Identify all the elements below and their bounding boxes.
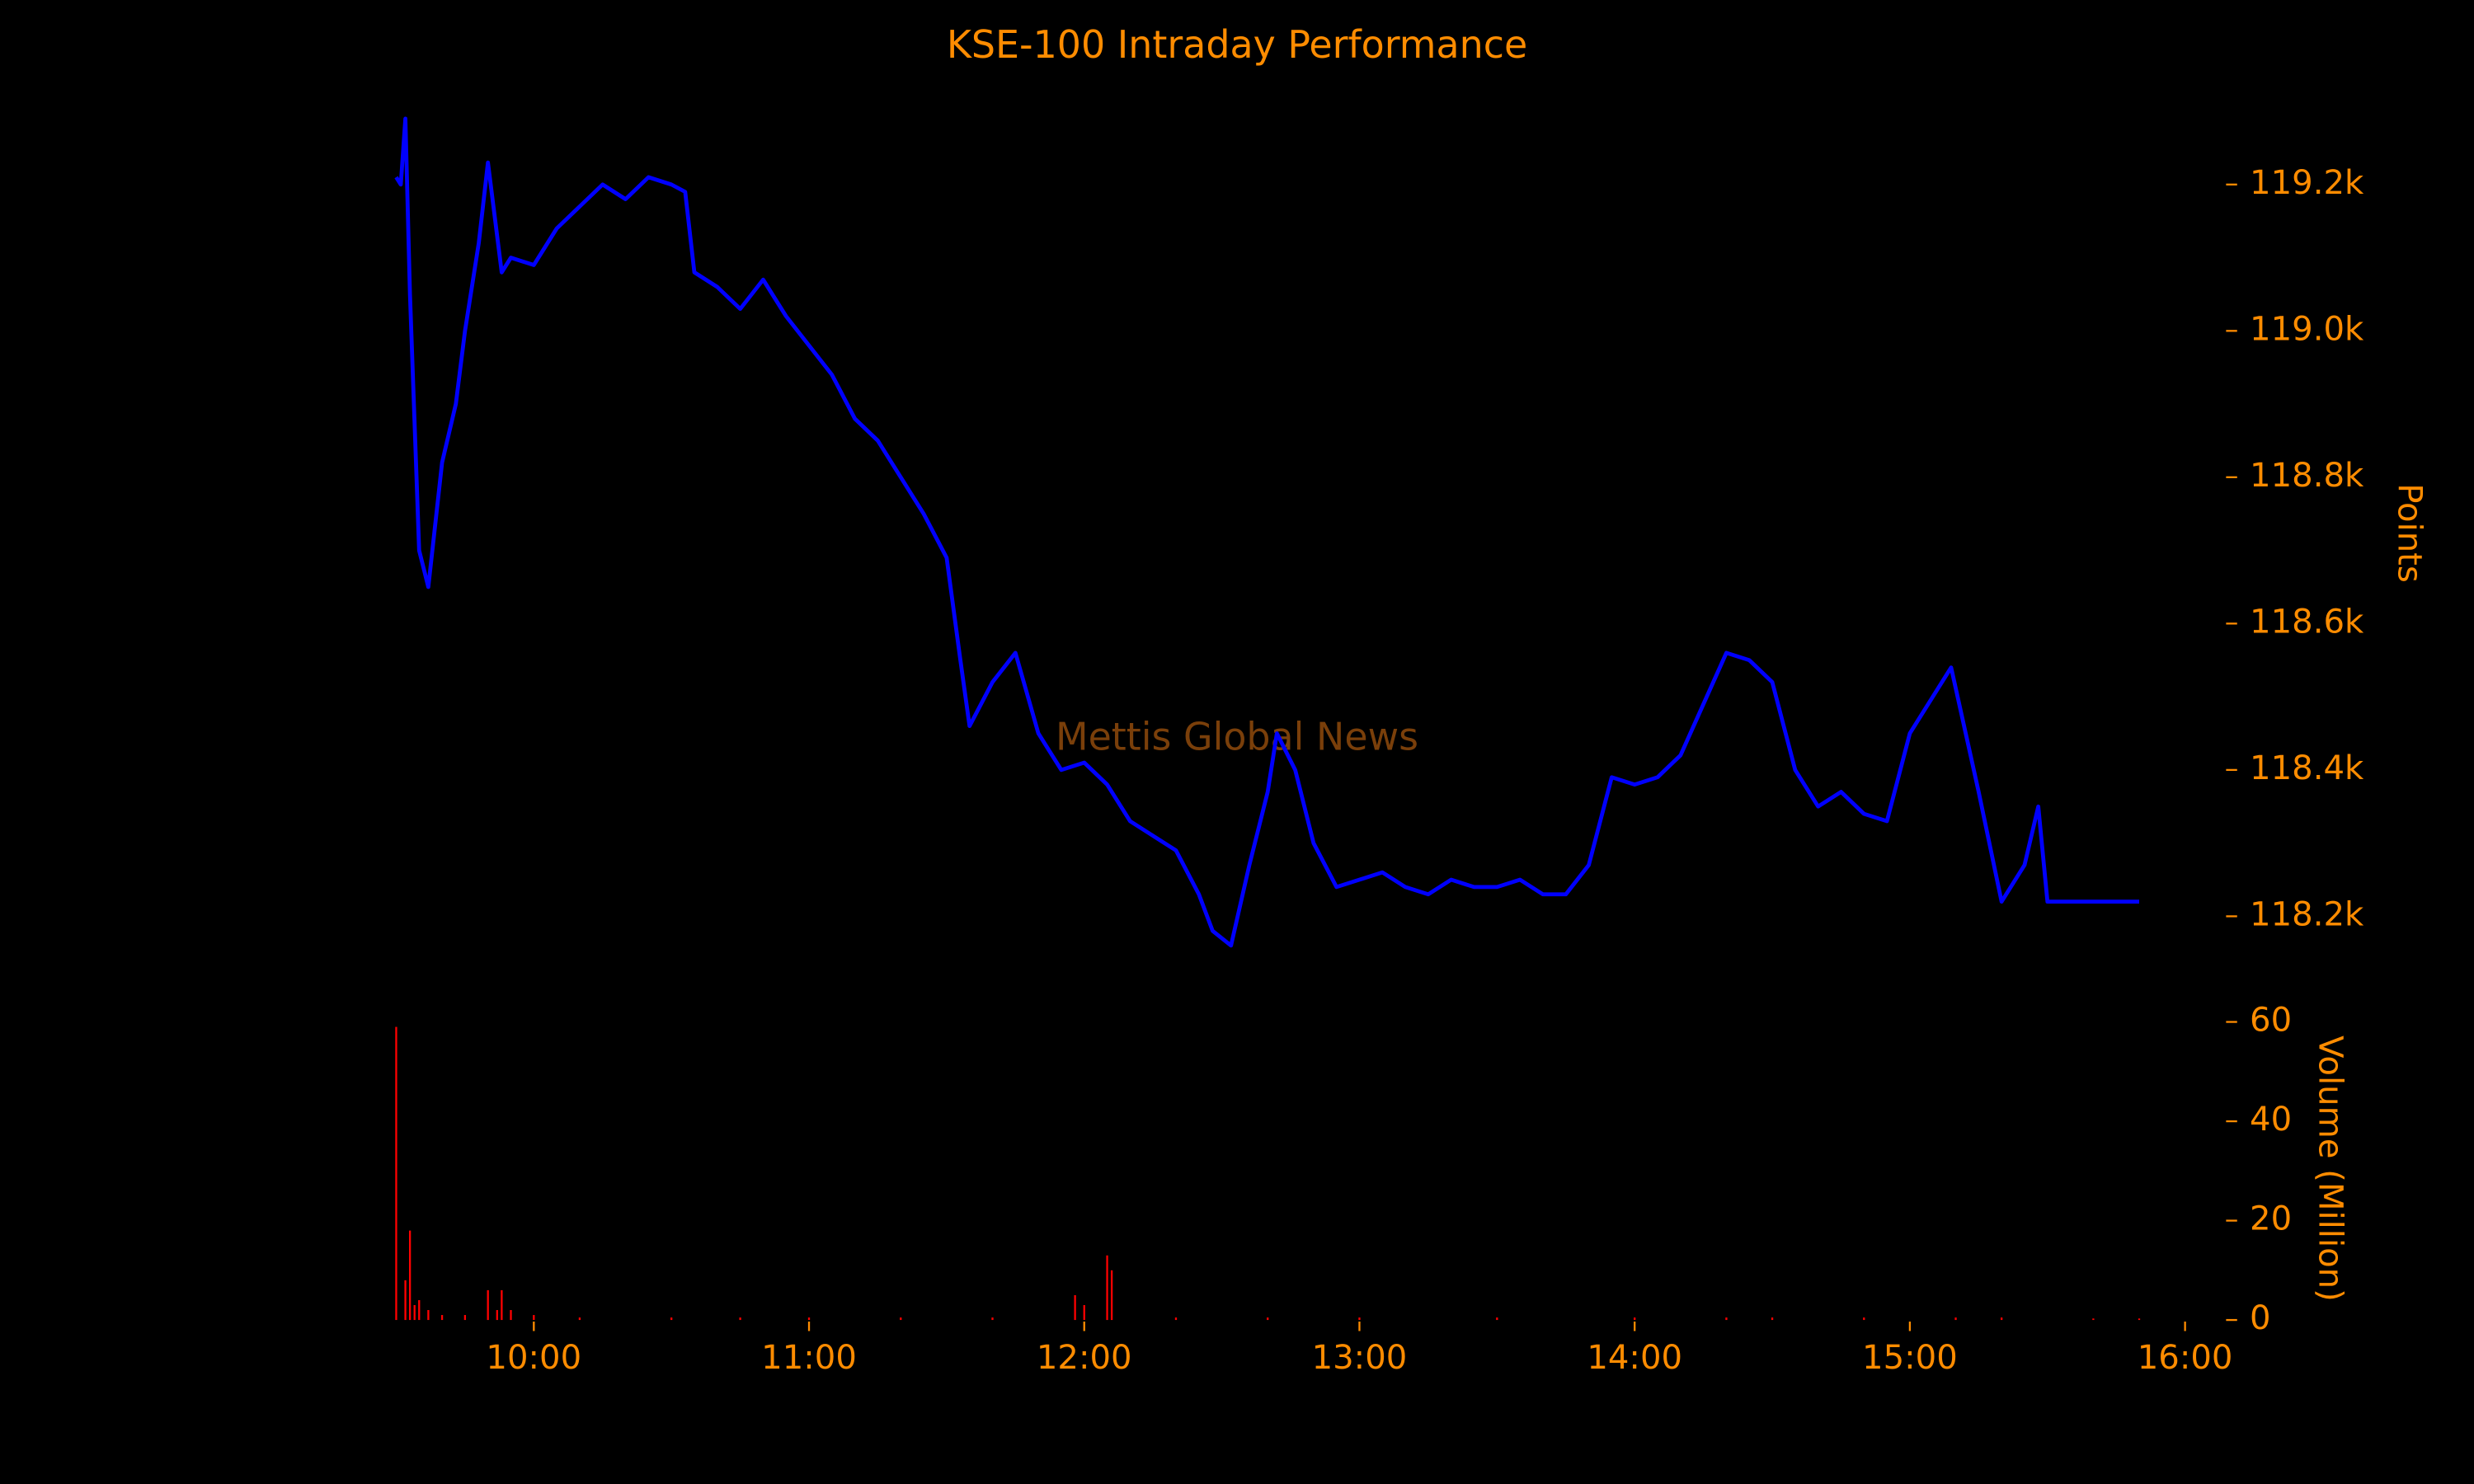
y-tick-label: 119.2k bbox=[2250, 164, 2364, 202]
volume-bar bbox=[2092, 1318, 2095, 1321]
volume-bar bbox=[1110, 1270, 1113, 1321]
volume-bar bbox=[1634, 1317, 1636, 1321]
y2-tick-label: 60 bbox=[2250, 1002, 2292, 1040]
y2-tick-label: 0 bbox=[2250, 1299, 2271, 1337]
volume-bar bbox=[440, 1315, 444, 1321]
volume-bar bbox=[463, 1315, 467, 1321]
volume-bar bbox=[496, 1310, 498, 1321]
volume-bar bbox=[1496, 1317, 1498, 1321]
volume-bar bbox=[1174, 1317, 1178, 1321]
volume-bar bbox=[427, 1310, 430, 1321]
volume-bar bbox=[1771, 1317, 1774, 1321]
volume-bar bbox=[533, 1315, 535, 1321]
volume-bar bbox=[1358, 1317, 1361, 1321]
y2-tick-label: 40 bbox=[2250, 1101, 2292, 1139]
x-tick-label: 13:00 bbox=[1312, 1339, 1408, 1377]
x-tick-label: 15:00 bbox=[1862, 1339, 1958, 1377]
x-tick-label: 16:00 bbox=[2138, 1339, 2233, 1377]
volume-bar bbox=[1083, 1304, 1085, 1321]
volume-bar bbox=[991, 1317, 994, 1321]
y-tick-label: 119.0k bbox=[2250, 310, 2364, 348]
volume-bar bbox=[413, 1304, 416, 1321]
volume-bar bbox=[487, 1289, 489, 1321]
volume-bar bbox=[1106, 1255, 1108, 1321]
volume-bar bbox=[1725, 1317, 1728, 1321]
volume-bar bbox=[1954, 1317, 1957, 1321]
volume-bar bbox=[418, 1299, 421, 1321]
volume-bar bbox=[2138, 1318, 2141, 1321]
volume-bar bbox=[395, 1026, 397, 1321]
y2-tick-label: 20 bbox=[2250, 1200, 2292, 1238]
y-axis-label: Points bbox=[2390, 483, 2428, 583]
volume-bar bbox=[807, 1317, 811, 1321]
volume-bar bbox=[510, 1310, 512, 1321]
volume-bar bbox=[404, 1280, 407, 1321]
volume-bar bbox=[2001, 1317, 2003, 1321]
y-tick-label: 118.8k bbox=[2250, 457, 2364, 495]
volume-bar bbox=[1863, 1317, 1865, 1321]
y-tick-label: 118.4k bbox=[2250, 749, 2364, 787]
volume-bar bbox=[501, 1289, 503, 1321]
volume-bar bbox=[408, 1230, 412, 1321]
x-tick-label: 11:00 bbox=[761, 1339, 857, 1377]
volume-bar bbox=[670, 1317, 673, 1321]
y2-axis-label: Volume (Million) bbox=[2312, 1036, 2349, 1302]
watermark: Mettis Global News bbox=[1056, 715, 1418, 759]
volume-bar bbox=[578, 1317, 581, 1321]
volume-bar bbox=[900, 1317, 902, 1321]
x-tick-label: 12:00 bbox=[1037, 1339, 1132, 1377]
price-line bbox=[394, 116, 2140, 948]
y-tick-label: 118.2k bbox=[2250, 895, 2364, 933]
chart-title: KSE-100 Intraday Performance bbox=[947, 22, 1527, 67]
x-tick-label: 10:00 bbox=[486, 1339, 581, 1377]
x-tick-label: 14:00 bbox=[1587, 1339, 1682, 1377]
volume-bar bbox=[1074, 1294, 1076, 1321]
y-tick-label: 118.6k bbox=[2250, 603, 2364, 641]
volume-bar bbox=[739, 1317, 741, 1321]
volume-bar bbox=[1267, 1317, 1269, 1321]
